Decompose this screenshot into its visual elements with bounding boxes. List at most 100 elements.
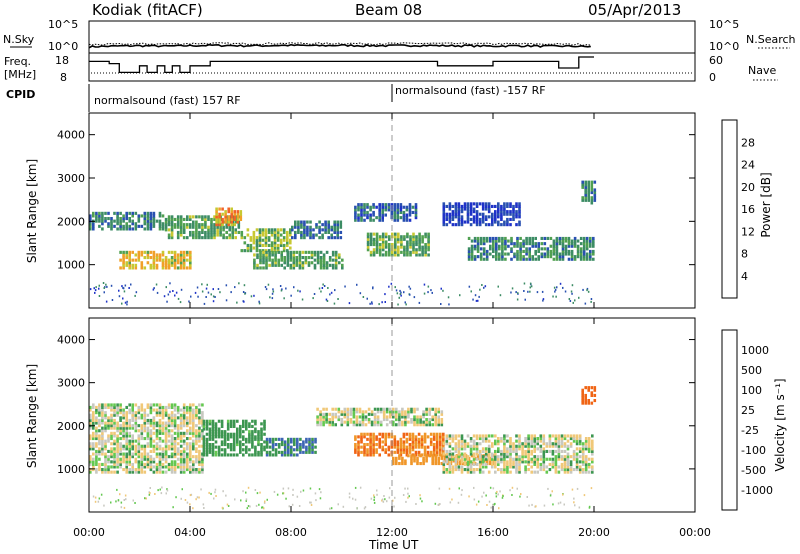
- velocity-cell: [189, 437, 192, 441]
- power-cell: [497, 210, 500, 214]
- power-cell: [328, 258, 332, 262]
- power-cell: [334, 263, 338, 267]
- power-cell: [274, 250, 277, 254]
- velocity-cell: [404, 410, 407, 414]
- power-cell: [207, 236, 210, 240]
- velocity-cell: [232, 440, 236, 444]
- power-cell: [267, 283, 270, 286]
- power-cell: [394, 235, 397, 239]
- power-cell: [98, 219, 101, 223]
- velocity-cell: [113, 470, 116, 474]
- velocity-cell: [95, 408, 98, 412]
- velocity-cell: [101, 470, 104, 474]
- power-cell: [409, 235, 412, 239]
- power-cell: [89, 227, 92, 231]
- velocity-cell: [422, 462, 425, 466]
- power-cell: [164, 258, 168, 262]
- power-cell: [201, 236, 204, 240]
- velocity-cell: [95, 452, 98, 456]
- velocity-cell: [211, 427, 215, 431]
- velocity-cell: [179, 455, 183, 459]
- velocity-cell: [337, 503, 339, 506]
- velocity-cell: [439, 437, 442, 441]
- velocity-cell: [182, 460, 186, 464]
- power-cell: [546, 236, 550, 240]
- power-cell: [189, 263, 192, 267]
- velocity-cell: [369, 437, 372, 441]
- power-cell: [378, 205, 381, 209]
- velocity-cell: [128, 455, 131, 459]
- velocity-cell: [158, 457, 162, 461]
- velocity-cell: [463, 447, 467, 451]
- velocity-cell: [463, 439, 467, 443]
- velocity-cell: [314, 437, 317, 441]
- power-cell: [179, 266, 183, 270]
- velocity-cell: [260, 443, 263, 447]
- velocity-cell: [382, 407, 386, 411]
- power-cell: [592, 239, 595, 243]
- velocity-cell: [134, 452, 138, 456]
- power-cell: [110, 219, 113, 223]
- power-cell: [198, 223, 201, 227]
- velocity-cell: [149, 434, 153, 438]
- power-cell: [303, 225, 306, 229]
- power-cell: [543, 242, 547, 246]
- velocity-cell: [211, 422, 215, 426]
- velocity-cell: [458, 462, 462, 466]
- power-cell: [589, 255, 592, 259]
- power-cell: [561, 249, 565, 253]
- power-cell: [303, 230, 306, 234]
- velocity-cell: [134, 457, 138, 461]
- velocity-cell: [551, 444, 555, 448]
- velocity-cell: [448, 487, 451, 490]
- velocity-cell: [524, 468, 527, 472]
- velocity-cell: [182, 416, 186, 420]
- velocity-cell: [210, 492, 212, 495]
- velocity-cell: [469, 452, 473, 456]
- freq-line: [89, 56, 594, 74]
- velocity-cell: [179, 424, 183, 428]
- power-cell: [485, 252, 489, 256]
- velocity-cell: [431, 423, 434, 427]
- velocity-cell: [535, 505, 537, 508]
- velocity-cell: [581, 444, 585, 448]
- velocity-cell: [463, 444, 467, 448]
- velocity-cell: [176, 447, 180, 451]
- velocity-cell: [234, 498, 236, 501]
- velocity-cell: [107, 460, 110, 464]
- power-cell: [137, 250, 141, 254]
- velocity-cell: [587, 399, 590, 403]
- velocity-cell: [419, 420, 422, 424]
- power-cell: [164, 266, 168, 270]
- velocity-cell: [98, 442, 101, 446]
- power-cell: [411, 210, 415, 214]
- velocity-cell: [587, 462, 591, 466]
- power-cell: [421, 248, 424, 252]
- power-cell: [94, 291, 96, 294]
- velocity-cell: [110, 470, 113, 474]
- velocity-cell: [149, 411, 153, 415]
- velocity-cell: [401, 412, 404, 416]
- power-cell: [146, 219, 150, 223]
- power-cell: [216, 225, 219, 229]
- power-cell: [334, 289, 336, 292]
- power-cell: [561, 255, 565, 259]
- velocity-cell: [426, 445, 430, 449]
- power-cell: [497, 212, 500, 216]
- power-cell: [501, 247, 504, 251]
- power-cell: [341, 266, 344, 270]
- velocity-cell: [280, 440, 284, 444]
- power-cell: [573, 242, 577, 246]
- velocity-cell: [460, 457, 464, 461]
- power-cell: [525, 239, 528, 243]
- velocity-cell: [432, 450, 436, 454]
- velocity-cell: [131, 465, 134, 469]
- velocity-cell: [385, 423, 389, 427]
- power-cell: [381, 237, 385, 241]
- power-cell: [289, 263, 293, 267]
- power-cell: [258, 238, 262, 242]
- velocity-cell: [189, 413, 192, 417]
- power-cell: [529, 290, 531, 293]
- velocity-cell: [125, 405, 128, 409]
- power-cell: [570, 252, 574, 256]
